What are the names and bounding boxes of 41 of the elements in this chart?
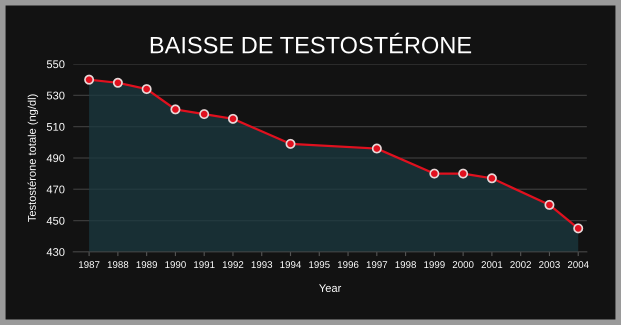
y-tick-label: 470 — [46, 186, 65, 194]
y-tick-label: 530 — [46, 92, 65, 100]
x-tick-label: 2003 — [539, 261, 560, 268]
point — [573, 223, 584, 234]
point — [544, 200, 554, 210]
point — [84, 74, 94, 85]
x-tick-label: 1988 — [108, 261, 128, 268]
x-tick-label: 2002 — [510, 261, 531, 268]
x-tick-label: 1989 — [136, 261, 157, 268]
x-tick-label: 1991 — [194, 261, 215, 268]
x-tick-label: 2000 — [452, 261, 474, 268]
x-tick-label: 1990 — [165, 261, 186, 268]
y-tick-label: 430 — [46, 248, 65, 256]
y-tick-label: 510 — [46, 122, 65, 131]
x-tick-label: 1999 — [424, 261, 445, 268]
x-tick-label: 2001 — [482, 261, 502, 268]
chart-title: BAISSE DE TESTOSTÉRONE — [150, 32, 472, 54]
point — [429, 168, 440, 179]
x-axis-title: Year — [319, 284, 342, 292]
x-tick-label: 1994 — [280, 261, 302, 268]
x-tick-label: 1997 — [366, 261, 388, 268]
point — [170, 104, 180, 114]
point — [199, 109, 210, 120]
point — [228, 114, 238, 124]
x-tick-label: 1995 — [309, 261, 330, 268]
y-tick-label: 450 — [46, 216, 65, 225]
point — [112, 78, 123, 88]
y-tick-label: 550 — [46, 60, 65, 68]
y-tick-label: 490 — [46, 154, 65, 162]
x-tick-label: 1987 — [79, 261, 100, 268]
point — [286, 138, 296, 149]
x-tick-label: 1992 — [222, 261, 244, 268]
x-tick-label: 1993 — [252, 261, 272, 268]
point — [458, 168, 468, 179]
point — [142, 84, 152, 94]
x-tick-label: 1996 — [338, 261, 358, 268]
y-axis-title: Testostérone totale (ng/dl) — [28, 94, 38, 222]
x-tick-label: 2004 — [568, 261, 589, 268]
point — [486, 173, 497, 184]
x-tick-label: 1998 — [396, 261, 416, 268]
point — [372, 144, 382, 154]
